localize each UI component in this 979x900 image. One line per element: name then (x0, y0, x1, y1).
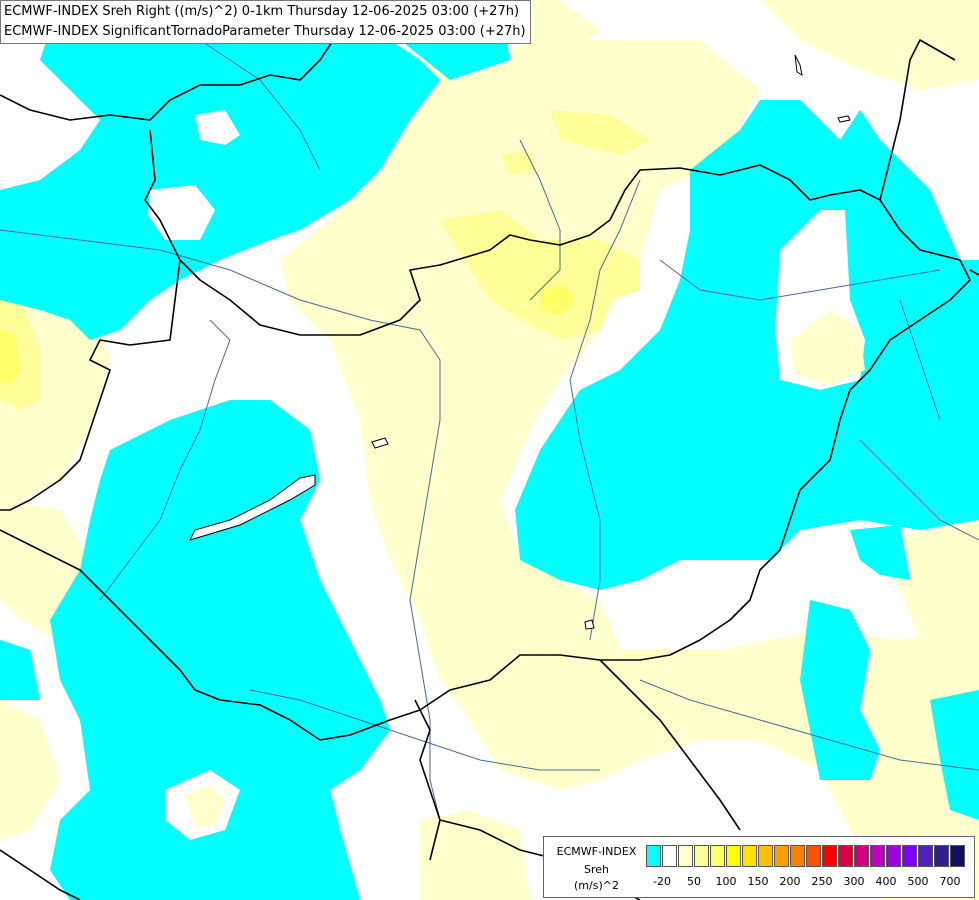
legend-swatch (950, 845, 965, 867)
legend-swatch (726, 845, 741, 867)
legend-swatch (934, 845, 949, 867)
legend-tick-label: 250 (811, 875, 833, 888)
title-line-2: ECMWF-INDEX SignificantTornadoParameter … (4, 24, 526, 39)
legend-swatch (870, 845, 885, 867)
legend-unit: (m/s)^2 (574, 879, 619, 892)
legend-swatch (838, 845, 853, 867)
legend-swatch (678, 845, 693, 867)
legend-swatch (854, 845, 869, 867)
color-legend: ECMWF-INDEX Sreh (m/s)^2 -20 50 100 150 200 2… (543, 836, 975, 898)
legend-tick-label: -20 (653, 875, 671, 888)
legend-swatch (806, 845, 821, 867)
legend-swatch (902, 845, 917, 867)
legend-source: ECMWF-INDEX (556, 845, 637, 858)
inner-yellow (185, 310, 865, 828)
legend-tick-label: 300 (843, 875, 865, 888)
legend-tick-label: 50 (687, 875, 701, 888)
title-line-1: ECMWF-INDEX Sreh Right ((m/s)^2) 0-1km T… (4, 4, 520, 19)
legend-tick-label: 200 (779, 875, 801, 888)
legend-swatch (790, 845, 805, 867)
legend-name: Sreh (583, 863, 609, 876)
legend-swatch (822, 845, 837, 867)
legend-swatch (886, 845, 901, 867)
light-yellow-fields (0, 110, 650, 410)
map-title-box: ECMWF-INDEX Sreh Right ((m/s)^2) 0-1km T… (0, 0, 531, 44)
legend-tick-label: 150 (747, 875, 769, 888)
legend-tick-label: 500 (907, 875, 929, 888)
legend-swatch (918, 845, 933, 867)
legend-swatch (694, 845, 709, 867)
legend-swatch (646, 845, 661, 867)
legend-tick-label: 100 (715, 875, 737, 888)
rivers (0, 39, 979, 821)
legend-swatch (774, 845, 789, 867)
legend-tick-label: 700 (939, 875, 961, 888)
legend-swatch (742, 845, 757, 867)
legend-swatch (710, 845, 725, 867)
legend-swatch (758, 845, 773, 867)
legend-swatch (662, 845, 677, 867)
yellow-fields (0, 285, 575, 385)
lakes (189, 54, 851, 630)
legend-tick-label: 400 (875, 875, 897, 888)
